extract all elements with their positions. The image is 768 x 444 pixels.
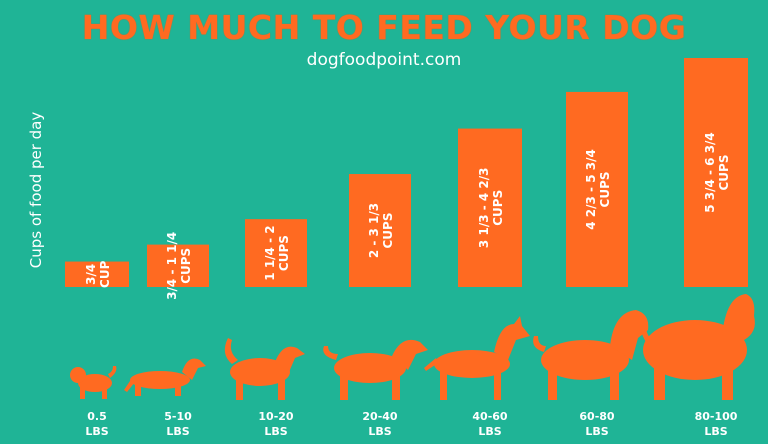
chart-title: HOW MUCH TO FEED YOUR DOG [81,8,687,47]
bar-label-6: 4 2/3 - 5 3/4CUPS [584,149,612,230]
dog-silhouette-dachshund [124,358,206,396]
dog-silhouette-giant [641,294,755,400]
website-subtitle: dogfoodpoint.com [306,50,462,70]
dog-silhouette-large [533,310,649,400]
bar-label-3: 1 1/4 - 2CUPS [263,225,291,280]
dog-silhouette-tiny [70,366,117,399]
bar-label-4: 2 - 3 1/3CUPS [367,203,395,258]
bar-1 [65,261,129,287]
bar-7 [684,58,748,287]
bar-label-7: 5 3/4 - 6 3/4CUPS [703,132,731,213]
bar-label-5: 3 1/3 - 4 2/3CUPS [477,168,505,249]
bar-label-1: 3/4CUP [84,260,112,288]
bar-6 [566,91,628,287]
bar-label-2: 3/4 - 1 1/4CUPS [165,232,193,300]
weight-label-7: 80-100 LBS [695,410,738,438]
weight-label-1: 0.5 LBS [85,410,108,438]
dog-silhouette-small [224,338,305,400]
weight-label-3: 10-20 LBS [258,410,294,438]
weight-label-6: 60-80 LBS [579,410,615,438]
dog-silhouette-doberman [424,316,530,400]
bar-5 [458,128,522,287]
dog-silhouette-medium [323,339,428,400]
weight-label-2: 5-10 LBS [164,410,192,438]
bar-3 [245,219,307,287]
weight-label-5: 40-60 LBS [472,410,508,438]
bar-2 [147,244,209,287]
weight-label-4: 20-40 LBS [362,410,398,438]
bar-4 [349,174,411,287]
